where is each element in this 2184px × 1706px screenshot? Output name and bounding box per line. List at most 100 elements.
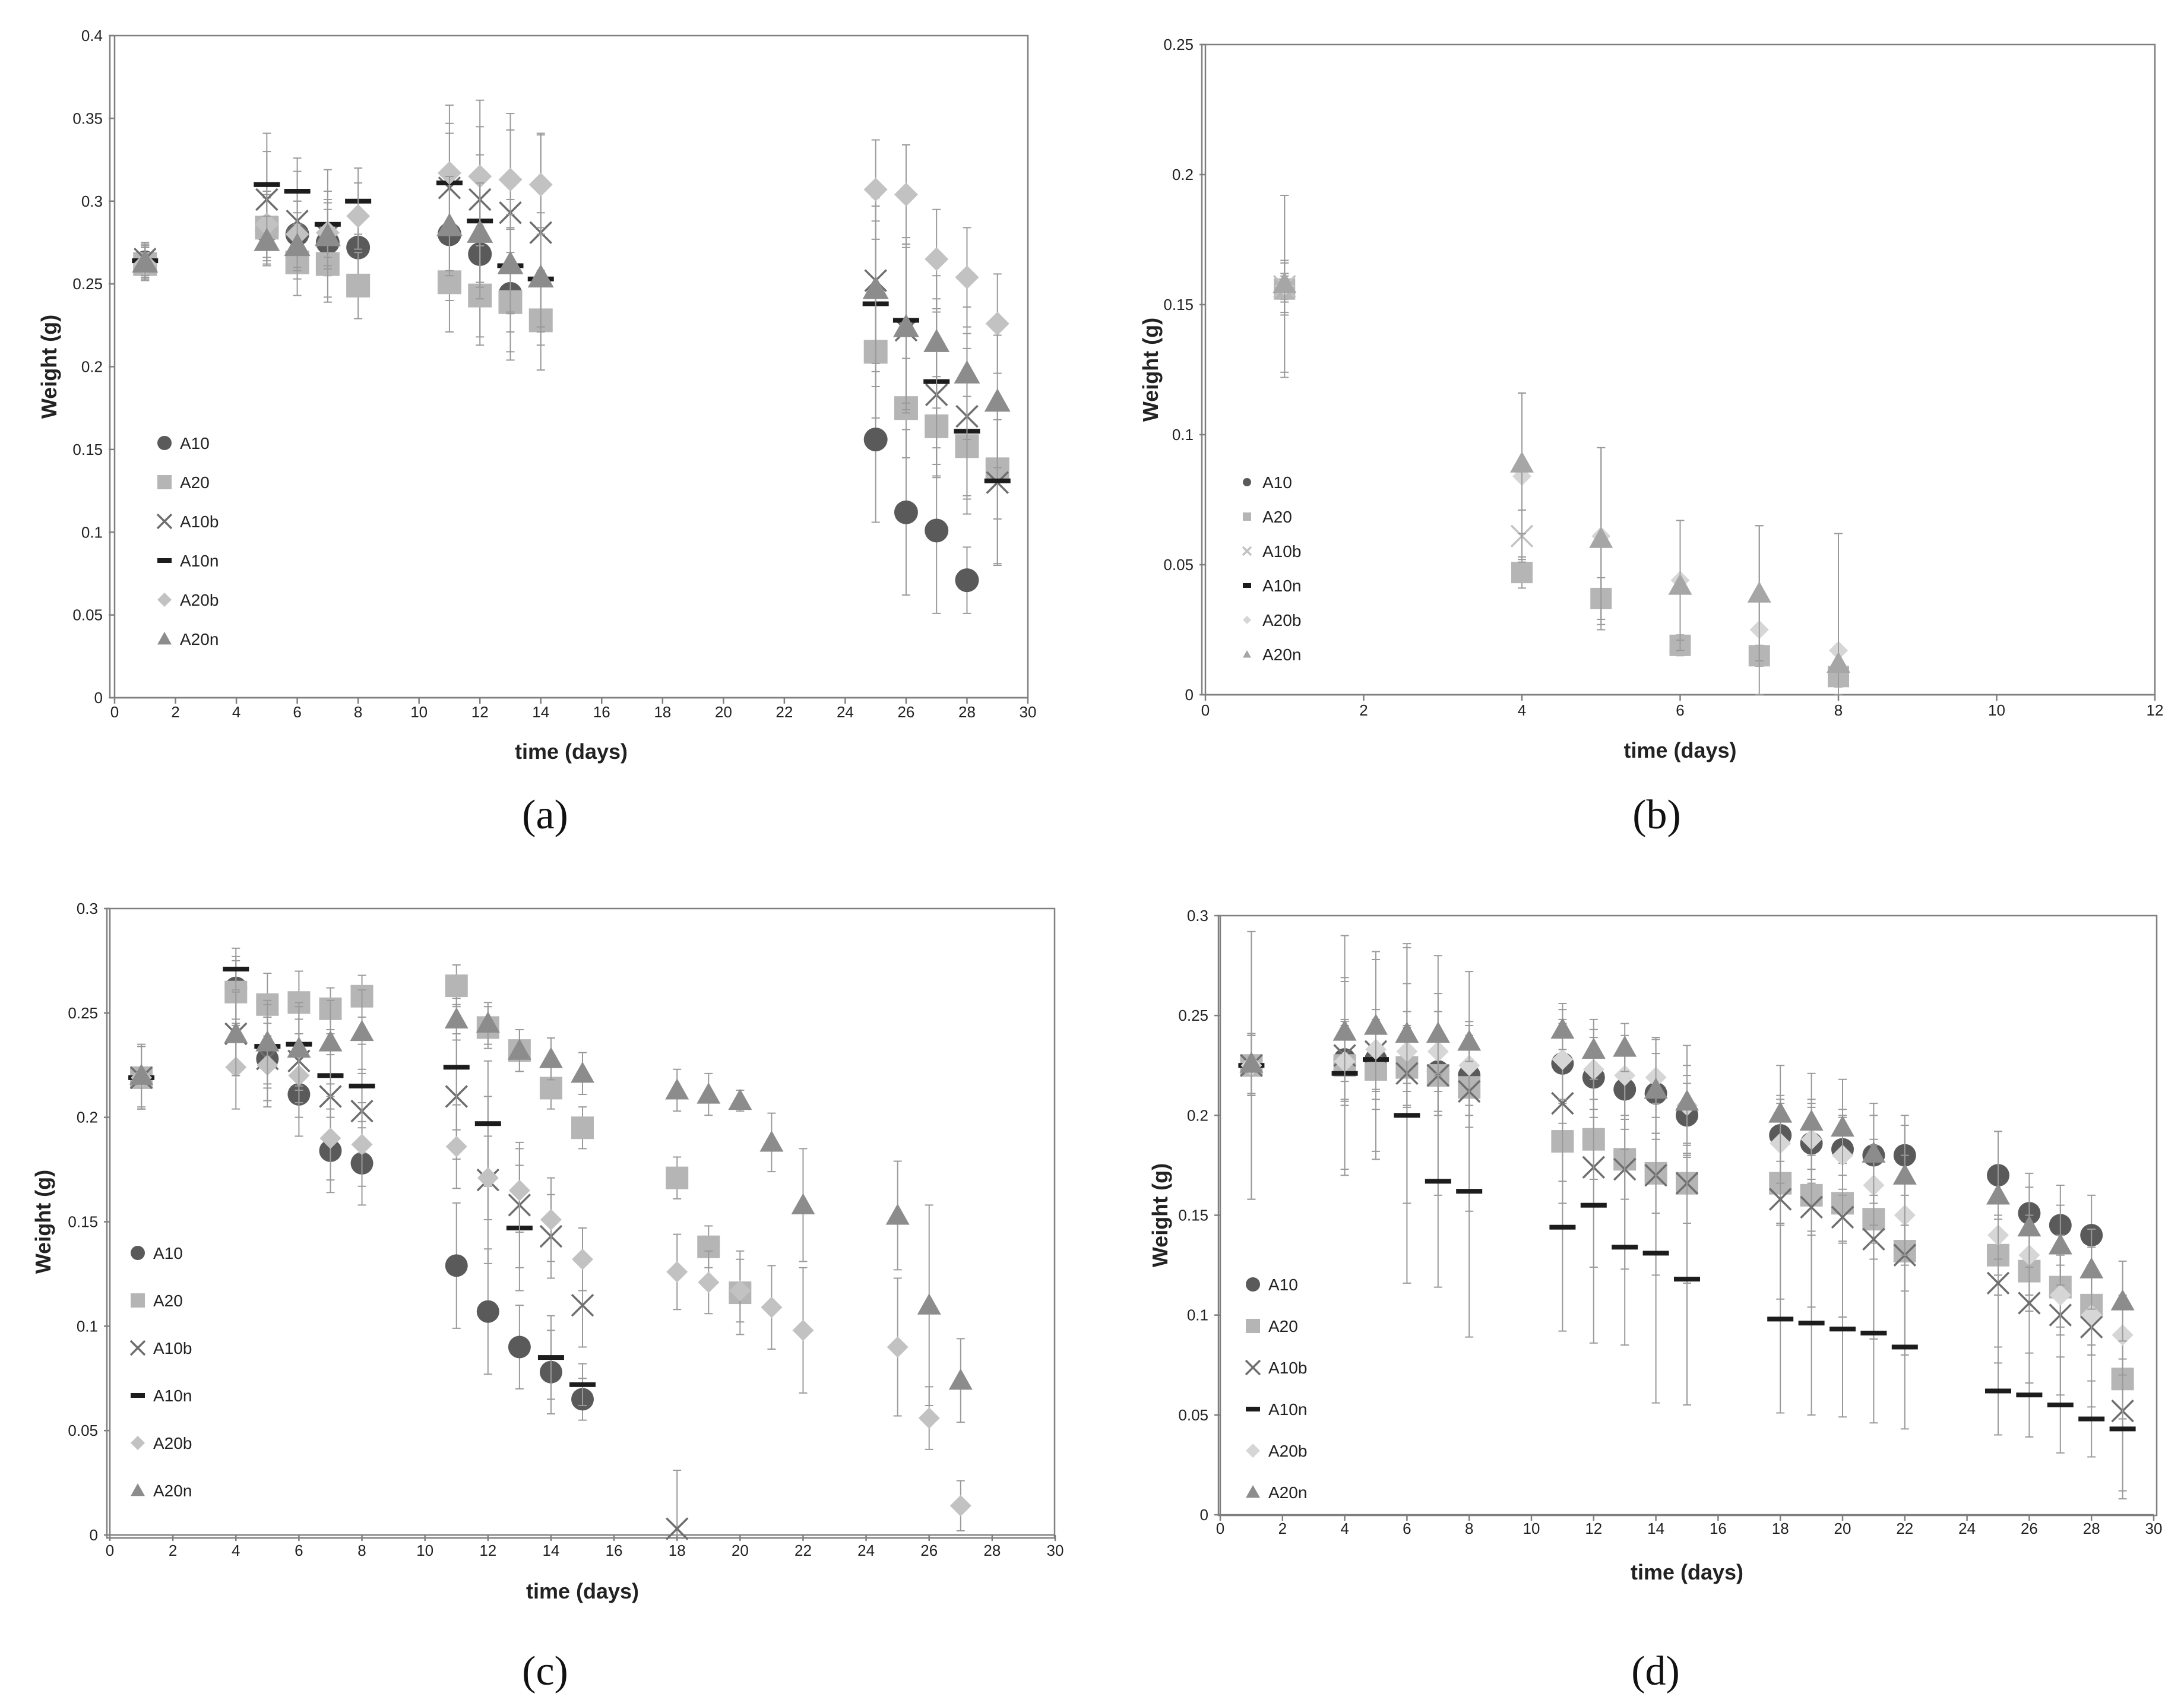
y-tick-label: 0 xyxy=(1185,686,1194,704)
x-tick-label: 4 xyxy=(1518,701,1526,719)
data-point-A20n xyxy=(1332,1020,1357,1041)
data-point-A10n xyxy=(1394,1113,1420,1118)
x-tick-label: 4 xyxy=(232,703,240,721)
data-point-A20b xyxy=(2081,1304,2103,1326)
x-tick-label: 30 xyxy=(1020,703,1037,721)
x-tick-label: 20 xyxy=(715,703,732,721)
error-bar xyxy=(673,1469,682,1536)
y-tick-label: 0.25 xyxy=(1163,36,1194,53)
data-point-A20n xyxy=(885,1203,910,1225)
data-point-A10b xyxy=(2018,1292,2041,1315)
legend-marker-A10n xyxy=(131,1393,145,1398)
data-point-A20b xyxy=(698,1271,720,1293)
legend-marker-A10 xyxy=(131,1246,145,1260)
y-tick-label: 0.1 xyxy=(1172,426,1194,444)
y-tick-label: 0.2 xyxy=(1172,166,1194,183)
y-axis-title: Weight (g) xyxy=(1148,1163,1172,1267)
legend-label: A10 xyxy=(153,1244,183,1262)
x-tick-label: 6 xyxy=(295,1542,303,1559)
x-tick-label: 12 xyxy=(2147,701,2164,719)
legend-marker-A20 xyxy=(131,1293,145,1308)
y-axis-title: Weight (g) xyxy=(1138,318,1163,422)
data-point-A10n xyxy=(537,1355,564,1360)
legend: A10 A20 A10b A10n A20b A20n xyxy=(1242,473,1301,664)
data-point-A20n xyxy=(1862,1141,1886,1163)
plot-frame xyxy=(1201,43,2156,696)
data-point-A10n xyxy=(1891,1344,1918,1350)
y-tick-label: 0.2 xyxy=(77,1109,98,1126)
y-tick-label: 0.1 xyxy=(1187,1306,1208,1324)
data-point-A20n xyxy=(1827,651,1850,673)
x-axis-title: time (days) xyxy=(1623,738,1736,762)
data-point-A20b xyxy=(498,167,523,192)
series-A10b xyxy=(134,99,1009,566)
y-tick-label: 0.3 xyxy=(77,900,98,917)
data-point-A20n xyxy=(917,1293,941,1315)
legend-marker-A10b xyxy=(156,513,173,530)
data-point-A20n xyxy=(984,388,1011,412)
data-point-A20n xyxy=(1986,1183,2010,1205)
data-point-A10b xyxy=(571,1293,594,1317)
series-A20n xyxy=(1273,195,1850,695)
y-tick-label: 0 xyxy=(1200,1506,1208,1524)
x-tick-label: 14 xyxy=(532,703,549,721)
data-point-A20b xyxy=(1458,1055,1480,1077)
x-tick-label: 8 xyxy=(357,1542,366,1559)
data-point-A10n xyxy=(1456,1189,1483,1194)
data-point-A10n xyxy=(1985,1388,2011,1394)
data-point-A20b xyxy=(437,161,461,185)
data-point-A20b xyxy=(985,312,1009,336)
legend-label: A10 xyxy=(1268,1275,1298,1294)
data-point-A20n xyxy=(314,223,341,246)
data-point-A20n xyxy=(954,360,980,384)
data-point-A20n xyxy=(948,1368,973,1390)
panel-label: (c) xyxy=(522,1648,568,1694)
y-tick-label: 0.35 xyxy=(72,109,103,127)
data-point-A10n xyxy=(1549,1224,1576,1230)
x-tick-label: 6 xyxy=(293,703,301,721)
data-point-A20n xyxy=(318,1030,343,1052)
x-tick-label: 4 xyxy=(1340,1520,1349,1537)
x-tick-label: 14 xyxy=(1647,1520,1664,1537)
data-point-A20b xyxy=(319,1127,341,1149)
legend-marker-A20n xyxy=(1243,650,1251,658)
data-point-A20n xyxy=(497,251,524,274)
x-tick-label: 22 xyxy=(795,1542,812,1559)
x-tick-label: 10 xyxy=(416,1542,433,1559)
data-point-A20b xyxy=(729,1280,751,1302)
data-point-A20b xyxy=(540,1208,562,1230)
x-tick-label: 10 xyxy=(1523,1520,1540,1537)
data-point-A10 xyxy=(508,1335,531,1359)
data-point-A20 xyxy=(571,1116,594,1140)
plot-frame xyxy=(109,34,1029,699)
x-tick-label: 2 xyxy=(1359,701,1368,719)
x-tick-label: 16 xyxy=(606,1542,623,1559)
data-point-A10n xyxy=(1767,1316,1794,1322)
chart-panel-c: 00.050.10.150.20.250.30 2 4 6 8 10 12 14 16 18 20 2… xyxy=(31,900,1063,1694)
data-point-A20n xyxy=(1581,1037,1606,1059)
x-tick-label: 12 xyxy=(471,703,489,721)
data-point-A20n xyxy=(728,1088,752,1110)
data-point-A20 xyxy=(539,1077,562,1100)
data-point-A10b xyxy=(1768,1188,1792,1211)
data-point-A20b xyxy=(949,1495,971,1517)
legend-label: A10b xyxy=(1268,1359,1307,1377)
legend-marker-A10n xyxy=(157,558,172,563)
legend-label: A20n xyxy=(180,630,219,648)
legend-marker-A20b xyxy=(157,593,172,607)
data-point-A10n xyxy=(1612,1245,1638,1250)
data-point-A20n xyxy=(1668,574,1692,595)
legend-marker-A10b xyxy=(129,1340,146,1356)
x-tick-label: 0 xyxy=(110,703,119,721)
data-point-A20b xyxy=(955,265,979,289)
data-point-A20n xyxy=(467,219,493,243)
legend-label: A20n xyxy=(153,1482,192,1500)
series-A20b xyxy=(1275,195,1848,695)
legend-marker-A10b xyxy=(1242,546,1252,556)
y-tick-label: 0.25 xyxy=(72,275,103,293)
data-point-A10 xyxy=(925,518,949,543)
data-point-A20n xyxy=(759,1130,784,1152)
legend-marker-A20b xyxy=(1246,1444,1260,1458)
data-point-A20b xyxy=(792,1319,814,1341)
panel-label: (d) xyxy=(1631,1648,1680,1694)
